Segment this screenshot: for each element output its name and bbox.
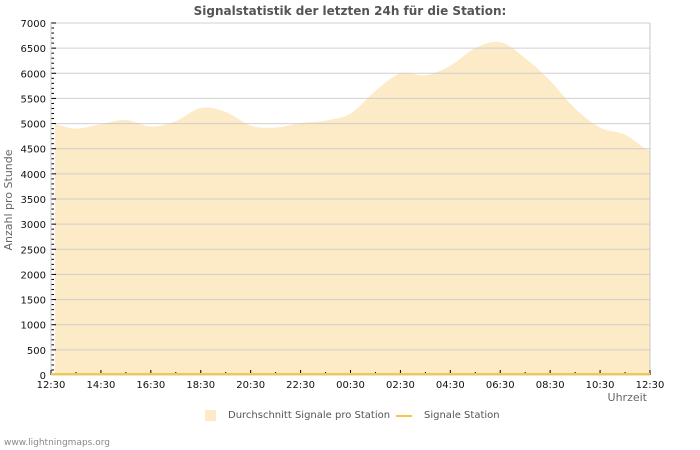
svg-text:1500: 1500: [21, 296, 46, 307]
average-signals-area: [54, 41, 651, 375]
svg-text:08:30: 08:30: [536, 380, 565, 391]
x-axis-label: Uhrzeit: [608, 391, 648, 404]
svg-text:3000: 3000: [21, 220, 46, 231]
svg-text:14:30: 14:30: [87, 380, 116, 391]
legend-item-station: Signale Station: [396, 410, 500, 421]
svg-text:12:30: 12:30: [37, 380, 66, 391]
svg-text:1000: 1000: [21, 321, 46, 332]
svg-text:10:30: 10:30: [586, 380, 615, 391]
svg-text:500: 500: [27, 346, 46, 357]
legend-label: Durchschnitt Signale pro Station: [228, 410, 391, 421]
svg-text:04:30: 04:30: [436, 380, 465, 391]
chart-title: Signalstatistik der letzten 24h für die …: [193, 4, 507, 18]
grid-lines: [51, 22, 650, 351]
footer-url: www.lightningmaps.org: [4, 438, 110, 448]
svg-text:2500: 2500: [21, 245, 46, 256]
svg-text:22:30: 22:30: [286, 380, 315, 391]
legend: Durchschnitt Signale pro Station Signale…: [0, 410, 700, 428]
y-axis-label: Anzahl pro Stunde: [2, 149, 15, 250]
svg-text:00:30: 00:30: [336, 380, 365, 391]
svg-text:06:30: 06:30: [486, 380, 515, 391]
svg-text:3500: 3500: [21, 195, 46, 206]
svg-text:0: 0: [40, 371, 46, 382]
svg-text:6000: 6000: [21, 69, 46, 80]
svg-text:4000: 4000: [21, 170, 46, 181]
svg-text:6500: 6500: [21, 44, 46, 55]
svg-text:2000: 2000: [21, 270, 46, 281]
svg-text:5000: 5000: [21, 120, 46, 131]
svg-text:12:30: 12:30: [636, 380, 665, 391]
svg-text:02:30: 02:30: [386, 380, 415, 391]
legend-item-average: Durchschnitt Signale pro Station: [205, 410, 390, 421]
line-swatch-icon: [396, 414, 412, 417]
svg-text:4500: 4500: [21, 145, 46, 156]
svg-text:20:30: 20:30: [236, 380, 265, 391]
svg-text:18:30: 18:30: [186, 380, 215, 391]
area-fill: [54, 41, 651, 375]
area-swatch-icon: [205, 410, 216, 421]
svg-text:5500: 5500: [21, 94, 46, 105]
svg-text:16:30: 16:30: [136, 380, 165, 391]
svg-text:7000: 7000: [21, 19, 46, 30]
legend-label: Signale Station: [424, 410, 500, 421]
